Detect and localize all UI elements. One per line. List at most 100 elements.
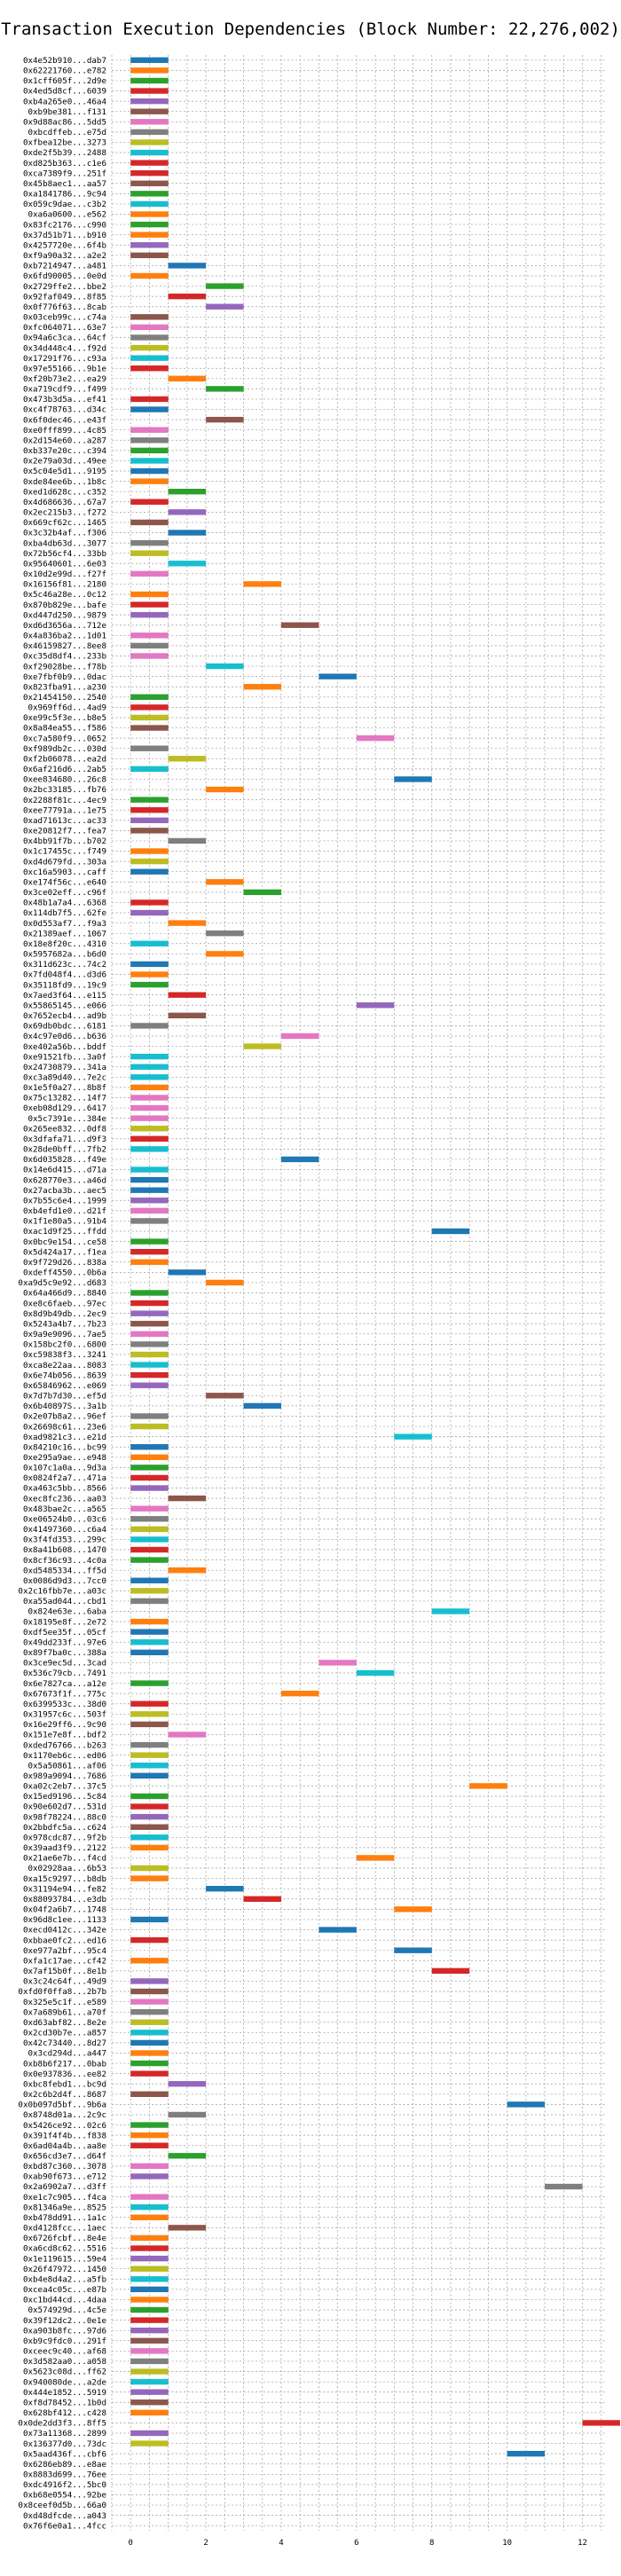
- tx-hash-label: 0xd6d3656a...712e: [23, 621, 106, 631]
- x-tick-label: 12: [578, 2539, 587, 2548]
- dependency-bar: [130, 1577, 169, 1583]
- tx-hash-label: 0x10d2e99d...f27f: [23, 569, 106, 579]
- tx-hash-label: 0x444e1852...5919: [23, 2388, 106, 2398]
- tx-hash-label: 0xde2f5b39...2488: [23, 148, 106, 158]
- tx-hash-label: 0xba4db63d...3077: [23, 538, 106, 548]
- dependency-bar: [130, 57, 169, 63]
- tx-hash-label: 0x6ad04a4b...aa8e: [23, 2141, 106, 2151]
- dependency-bar: [206, 386, 244, 392]
- tx-hash-label: 0x39f12dc2...0e1e: [23, 2316, 106, 2326]
- dependency-bar: [130, 2070, 169, 2077]
- dependency-bar: [130, 1958, 169, 1964]
- dependency-bar: [130, 1474, 169, 1481]
- dependency-bar: [130, 1146, 169, 1152]
- tx-hash-label: 0xc16a5903...caff: [23, 868, 106, 877]
- dependency-bar: [318, 673, 357, 679]
- tx-hash-label: 0x9d88ac86...5dd5: [23, 117, 106, 127]
- tx-hash-label: 0x8748d01a...2c9c: [23, 2110, 106, 2120]
- dependency-bar: [130, 1865, 169, 1872]
- dependency-bar: [394, 1433, 432, 1440]
- tx-hash-label: 0xdf5ee35f...05cf: [23, 1628, 106, 1637]
- tx-hash-label: 0x41497360...c6a4: [23, 1525, 107, 1535]
- dependency-bar: [130, 169, 169, 177]
- tx-hash-label: 0x16156f81...2180: [23, 580, 106, 590]
- dependency-bar: [130, 324, 169, 331]
- dependency-bar: [394, 776, 432, 782]
- dependency-bar: [130, 1546, 169, 1553]
- tx-hash-label: 0xc7a580f9...0652: [23, 734, 106, 743]
- dependency-bar: [130, 1444, 169, 1450]
- dependency-bar: [130, 1752, 169, 1758]
- dependency-bar: [130, 242, 169, 248]
- dependency-bar: [130, 1115, 169, 1121]
- tx-hash-label: 0x7af15b0f...8e1b: [23, 1967, 106, 1976]
- tx-hash-label: 0xb9c9fdc0...291f: [23, 2336, 106, 2346]
- tx-hash-label: 0xa55ad044...cbd1: [23, 1597, 106, 1606]
- tx-hash-label: 0x574929d...4c5e: [28, 2305, 106, 2315]
- tx-hash-label: 0xceec9c40...af68: [23, 2347, 106, 2357]
- dependency-bar: [130, 1793, 169, 1800]
- tx-hash-label: 0x5aad436f...cbf6: [23, 2449, 106, 2459]
- tx-hash-label: 0x6f0dec46...e43f: [23, 415, 106, 425]
- dependency-bar: [168, 561, 207, 567]
- dependency-bar: [130, 961, 169, 968]
- grid-layer: [111, 55, 605, 2531]
- dependency-bar: [356, 1855, 395, 1861]
- dependency-bar: [130, 467, 169, 475]
- tx-hash-label: 0x4257720e...6f4b: [23, 240, 106, 250]
- tx-hash-label: 0x62221760...e782: [23, 67, 106, 76]
- tx-hash-label: 0x989a9094...7686: [23, 1771, 106, 1781]
- tx-hash-label: 0x2729ffe2...bbe2: [23, 282, 106, 292]
- dependency-bar: [130, 221, 169, 228]
- dependency-bar: [130, 2204, 169, 2211]
- dependency-bar: [130, 191, 169, 197]
- tx-hash-label: 0xb4e8d4a2...a5fb: [23, 2274, 106, 2284]
- tx-hash-label: 0x8883d699...76ee: [23, 2470, 106, 2480]
- tx-hash-label: 0x5957682a...b6d0: [23, 950, 106, 960]
- tx-hash-label: 0x4a836ba2...1d01: [23, 632, 106, 641]
- tx-hash-label: 0x6e7827ca...a12e: [23, 1679, 106, 1689]
- tx-hash-label: 0xee834680...26c8: [23, 775, 106, 785]
- dependency-bar: [206, 786, 244, 793]
- dependency-bar: [130, 1803, 169, 1810]
- dependency-bar: [130, 2008, 169, 2015]
- tx-hash-label: 0xded76766...b263: [23, 1740, 106, 1750]
- dependency-bar: [582, 2420, 620, 2426]
- tx-hash-label: 0x31194e94...fe82: [23, 1884, 106, 1894]
- tx-hash-label: 0xeb08d129...6417: [23, 1103, 106, 1113]
- tx-hash-label: 0xc59838f3...3241: [23, 1350, 106, 1360]
- dependency-bar: [130, 2194, 169, 2200]
- dependency-bar: [130, 1711, 169, 1717]
- dependency-bar: [168, 263, 207, 269]
- tx-hash-label: 0x55865145...e066: [23, 1001, 106, 1010]
- tx-hash-label: 0x325e5c1f...e589: [23, 1998, 106, 2007]
- dependency-bar: [130, 1916, 169, 1923]
- dependency-bar: [168, 756, 207, 762]
- tx-hash-label: 0x2ec215b3...f272: [23, 508, 106, 518]
- dependency-bar: [130, 344, 169, 351]
- tx-hash-label: 0xb7214947...a481: [23, 262, 106, 271]
- tx-hash-label: 0x21ae6e7b...f4cd: [23, 1854, 106, 1864]
- tx-hash-label: 0xc4f78763...d34c: [23, 405, 106, 415]
- tx-hash-label: 0xf989db2c...030d: [23, 744, 106, 754]
- tx-hash-label: 0xec8fc236...aa03: [23, 1494, 106, 1504]
- dependency-bar: [130, 694, 169, 700]
- x-tick-label: 8: [429, 2539, 434, 2548]
- tx-hash-label: 0x92faf049...8f85: [23, 292, 106, 302]
- dependency-bar: [130, 868, 169, 875]
- tx-hash-label: 0x2c16fbb7e...a03c: [18, 1587, 106, 1597]
- tx-hash-label: 0x4c97e0d6...b636: [23, 1032, 106, 1041]
- dependency-bar: [130, 519, 169, 526]
- dependency-bar: [130, 232, 169, 238]
- dependency-bar: [130, 797, 169, 803]
- tx-hash-label: 0x03ceb99c...c74a: [23, 313, 106, 323]
- tx-hash-label: 0x940080de...a2de: [23, 2377, 106, 2387]
- tx-hash-label: 0x158bc2f0...6800: [23, 1340, 106, 1350]
- dependency-bar: [168, 992, 207, 998]
- dependency-bar: [130, 2317, 169, 2323]
- dependency-bar: [130, 1413, 169, 1419]
- dependency-bar: [130, 447, 169, 454]
- dependency-bar: [130, 2030, 169, 2036]
- dependency-bar: [130, 1135, 169, 1142]
- dependency-bar: [243, 1043, 281, 1049]
